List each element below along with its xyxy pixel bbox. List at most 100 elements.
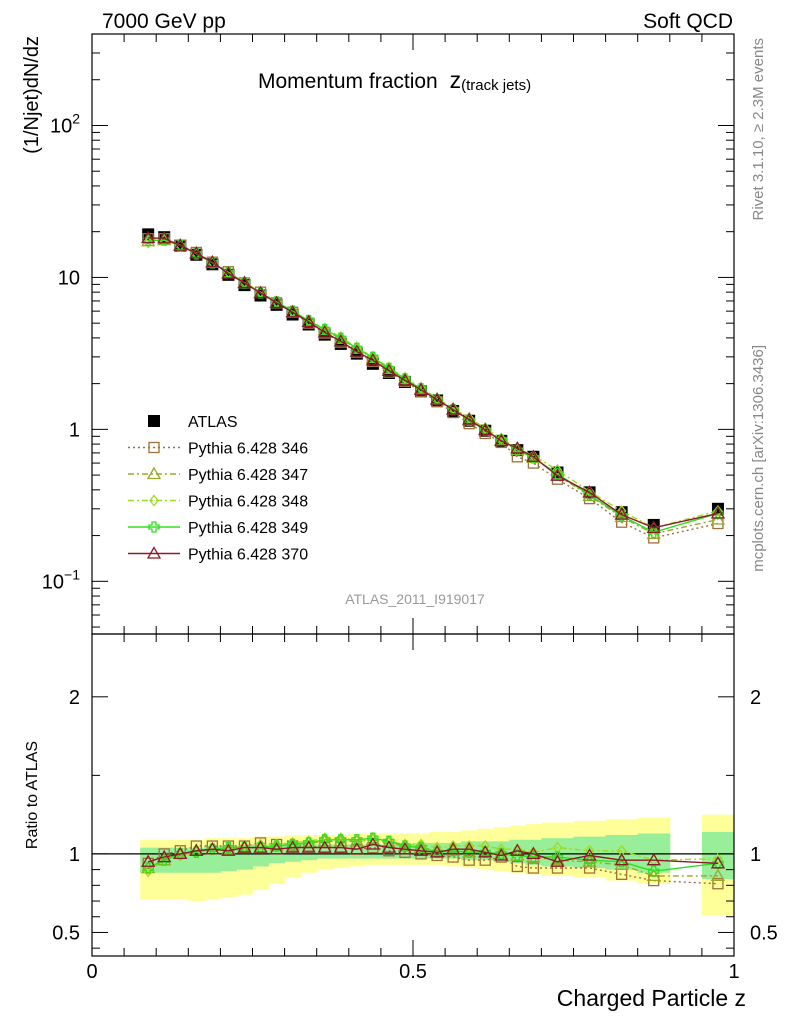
legend-label: Pythia 6.428 346 — [188, 441, 308, 458]
data-point — [646, 868, 661, 882]
data-point — [526, 846, 541, 860]
x-tick-label: 1 — [728, 961, 739, 983]
data-point — [365, 352, 380, 366]
data-point — [317, 840, 332, 853]
legend-marker — [146, 466, 162, 480]
data-point — [448, 402, 458, 415]
data-point — [253, 285, 268, 299]
data-point — [464, 840, 475, 853]
ratio-plot-frame — [91, 633, 735, 957]
data-point — [713, 505, 723, 518]
data-point — [174, 845, 186, 857]
data-point — [462, 841, 477, 855]
data-point — [512, 843, 523, 856]
data-point — [301, 314, 316, 328]
data-point — [551, 862, 564, 874]
uncertainty-band-bin — [637, 833, 671, 873]
data-point — [319, 323, 331, 336]
legend-marker — [148, 441, 160, 454]
data-point — [349, 841, 364, 855]
ratio-y-tick-label-right: 2 — [750, 687, 761, 709]
series-pythia-6-428-370 — [141, 837, 726, 869]
y-tick-label: 102 — [50, 110, 80, 137]
data-point — [494, 848, 509, 861]
legend-marker — [149, 494, 159, 507]
plot-title: Momentum fraction z(track jets) — [258, 67, 531, 94]
y-tick-label-base: 10 — [42, 571, 64, 593]
data-point — [189, 843, 204, 856]
data-point — [141, 854, 156, 867]
data-point — [478, 845, 493, 858]
data-point — [189, 246, 204, 259]
legend-label: Pythia 6.428 370 — [188, 547, 308, 564]
data-point — [335, 832, 346, 845]
legend-item: Pythia 6.428 349 — [128, 520, 308, 537]
data-point — [550, 468, 565, 481]
y-tick-label-base: 10 — [50, 115, 72, 137]
ratio-y-tick-label: 1 — [69, 844, 80, 866]
data-point — [413, 382, 429, 395]
data-point — [550, 854, 565, 867]
data-point — [429, 845, 445, 858]
data-point — [582, 848, 597, 861]
series-line — [148, 239, 719, 535]
data-point — [221, 266, 236, 279]
data-point — [614, 852, 629, 866]
y-tick-label: 10−1 — [42, 566, 80, 593]
legend-marker — [148, 521, 160, 533]
data-point — [446, 841, 461, 855]
data-point — [285, 304, 300, 318]
uncertainty-band-bin — [701, 831, 734, 880]
x-axis-title: Charged Particle z — [557, 985, 746, 1011]
data-point — [710, 506, 726, 519]
legend-label: Pythia 6.428 348 — [188, 494, 308, 511]
data-point — [381, 363, 397, 376]
side-mcplots-label: mcplots.cern.ch [arXiv:1306.3436] — [750, 345, 767, 572]
legend-item: Pythia 6.428 348 — [128, 494, 308, 511]
series-pythia-6-428-370 — [141, 230, 726, 533]
legend-marker — [146, 546, 162, 559]
data-point — [646, 526, 661, 540]
data-point — [614, 507, 629, 520]
data-point — [646, 852, 661, 866]
main-plot-frame — [91, 33, 735, 635]
data-point — [416, 838, 426, 851]
ratio-y-tick-label-right: 1 — [750, 844, 761, 866]
data-point — [237, 275, 252, 289]
legend-label: Pythia 6.428 347 — [188, 467, 308, 484]
data-point — [710, 868, 726, 882]
data-point — [397, 841, 413, 855]
data-point — [710, 512, 726, 525]
data-point — [710, 856, 726, 869]
data-point — [527, 862, 540, 874]
data-point — [462, 412, 477, 425]
data-point — [333, 834, 348, 847]
data-point — [222, 841, 235, 854]
data-point — [157, 849, 172, 863]
x-tick-label: 0.5 — [399, 961, 427, 983]
y-tick-label: 10 — [58, 267, 80, 289]
data-point — [463, 846, 475, 858]
legend-item: ATLAS — [148, 414, 238, 431]
data-point — [285, 840, 300, 853]
x-tick-label: 0 — [86, 961, 97, 983]
data-point — [301, 840, 316, 853]
data-point — [446, 402, 461, 415]
y-tick-label: 1 — [69, 419, 80, 441]
data-point — [399, 840, 411, 852]
data-point — [239, 840, 250, 853]
data-point — [221, 843, 236, 856]
data-point — [270, 840, 283, 852]
header-right-label: Soft QCD — [643, 10, 733, 33]
legend-marker — [148, 415, 160, 427]
data-point — [464, 411, 475, 424]
data-point — [511, 444, 523, 456]
uncertainty-band-bin — [605, 835, 639, 870]
data-point — [141, 230, 156, 244]
data-point — [478, 422, 493, 436]
data-point — [616, 844, 627, 857]
data-point — [527, 452, 540, 464]
data-point — [432, 392, 442, 405]
data-point — [510, 441, 525, 454]
data-point — [713, 852, 723, 865]
